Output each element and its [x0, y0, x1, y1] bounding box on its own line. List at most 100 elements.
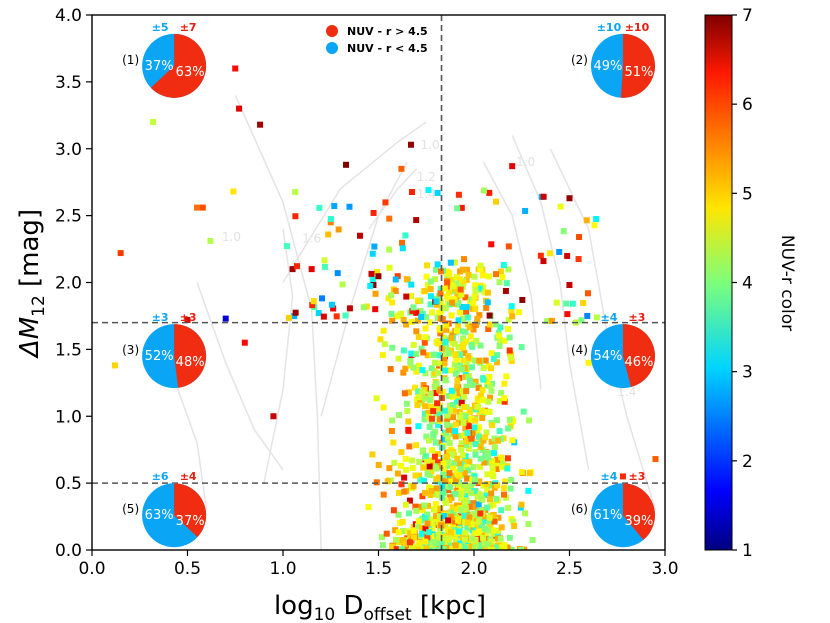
scatter-point	[451, 459, 458, 466]
scatter-point	[486, 321, 493, 328]
scatter-point	[505, 266, 512, 273]
scatter-point	[436, 439, 443, 446]
scatter-point	[428, 365, 435, 372]
scatter-point	[451, 519, 458, 526]
scatter-point	[291, 313, 298, 320]
scatter-point	[494, 456, 501, 463]
scatter-point	[464, 430, 471, 437]
scatter-point	[476, 515, 483, 522]
scatter-point	[449, 401, 456, 408]
scatter-point	[486, 514, 493, 521]
scatter-point	[578, 317, 585, 324]
scatter-point	[458, 446, 465, 453]
scatter-point	[383, 530, 390, 537]
pie-chart: 63% 37% ±6 ±4 (5)	[122, 470, 207, 548]
contour-label: 1.6	[302, 231, 321, 245]
scatter-point	[478, 525, 485, 532]
scatter-point	[436, 326, 443, 333]
y-tick-label: 2.0	[55, 274, 82, 294]
y-tick-label: 1.5	[55, 340, 82, 360]
scatter-point	[518, 501, 525, 508]
scatter-point	[433, 298, 440, 305]
scatter-point	[421, 410, 428, 417]
scatter-point	[450, 391, 457, 398]
scatter-point	[564, 252, 571, 259]
contour-labels: 1.01.21.41.61.01.01.21.4	[222, 138, 636, 399]
scatter-point	[451, 340, 458, 347]
scatter-point	[505, 243, 512, 250]
scatter-point	[457, 469, 464, 476]
pie-panel-id: (6)	[571, 502, 588, 516]
scatter-point	[415, 546, 422, 550]
scatter-point	[480, 187, 487, 194]
scatter-point	[410, 534, 417, 541]
scatter-point	[502, 287, 509, 294]
scatter-point	[414, 522, 421, 529]
scatter-point	[386, 465, 393, 472]
scatter-point	[333, 313, 340, 320]
scatter-point	[485, 398, 492, 405]
scatter-point	[486, 373, 493, 380]
scatter-point	[292, 213, 299, 220]
scatter-point	[458, 495, 465, 502]
scatter-point	[448, 312, 455, 319]
scatter-point	[410, 483, 417, 490]
x-tick-label: 2.0	[460, 559, 487, 579]
scatter-point	[445, 426, 452, 433]
scatter-point	[409, 457, 416, 464]
scatter-point	[540, 193, 547, 200]
scatter-point	[493, 359, 500, 366]
pie-red-error: ±3	[629, 311, 646, 324]
scatter-point	[508, 546, 515, 550]
scatter-point	[421, 416, 428, 423]
scatter-point	[308, 266, 315, 273]
scatter-point	[480, 534, 487, 541]
colorbar-tick-label: 6	[742, 95, 753, 115]
scatter-point	[451, 361, 458, 368]
scatter-point	[447, 484, 454, 491]
scatter-point	[485, 454, 492, 461]
pie-red-label: 46%	[625, 355, 654, 370]
scatter-point	[499, 274, 506, 281]
scatter-point	[395, 489, 402, 496]
scatter-point	[424, 534, 431, 541]
scatter-point	[453, 280, 460, 287]
scatter-point	[397, 462, 404, 469]
scatter-point	[466, 409, 473, 416]
legend: NUV - r > 4.5 NUV - r < 4.5	[326, 25, 428, 55]
scatter-point	[487, 502, 494, 509]
scatter-point	[435, 492, 442, 499]
scatter-point	[441, 513, 448, 520]
scatter-point	[557, 203, 564, 210]
scatter-point	[458, 485, 465, 492]
scatter-point	[496, 279, 503, 286]
scatter-point	[442, 305, 449, 312]
scatter-point	[441, 477, 448, 484]
scatter-point	[437, 286, 444, 293]
scatter-point	[496, 343, 503, 350]
pie-blue-error: ±3	[152, 311, 169, 324]
pie-panel-id: (4)	[571, 343, 588, 357]
scatter-point	[546, 250, 553, 257]
scatter-point	[481, 525, 488, 532]
scatter-point	[472, 306, 479, 313]
scatter-point	[466, 324, 473, 331]
scatter-point	[480, 376, 487, 383]
scatter-point	[413, 507, 420, 514]
scatter-point	[374, 268, 381, 275]
scatter-point	[232, 65, 239, 72]
scatter-point	[430, 351, 437, 358]
scatter-point	[493, 466, 500, 473]
scatter-point	[423, 545, 430, 550]
scatter-point	[426, 319, 433, 326]
scatter-point	[395, 511, 402, 518]
scatter-point	[652, 456, 659, 463]
scatter-point	[461, 512, 468, 519]
scatter-point	[327, 219, 334, 226]
scatter-point	[375, 273, 382, 280]
scatter-point	[465, 467, 472, 474]
scatter-point	[389, 317, 396, 324]
scatter-point	[431, 359, 438, 366]
scatter-point	[461, 456, 468, 463]
scatter-point	[369, 276, 376, 283]
